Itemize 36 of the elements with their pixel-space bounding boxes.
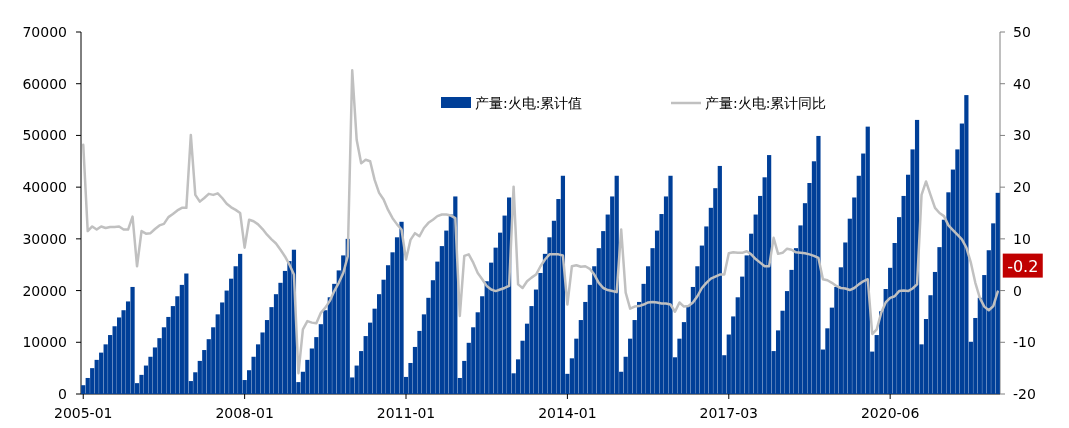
y2-tick-label: 40 — [1013, 75, 1031, 92]
y-tick-label: 20000 — [22, 282, 67, 299]
y-tick-label: 70000 — [22, 24, 67, 40]
x-tick-label: 2014-01 — [538, 405, 597, 421]
x-tick-label: 2020-06 — [860, 405, 920, 421]
legend-label: 产量:火电:累计同比 — [705, 95, 827, 111]
y-tick-label: 30000 — [22, 230, 67, 247]
x-tick-label: 2008-01 — [215, 405, 274, 421]
y-tick-label: 50000 — [22, 127, 67, 144]
line-series — [81, 69, 1000, 375]
y2-tick-label: 10 — [1013, 230, 1031, 247]
y-tick-label: 60000 — [22, 75, 67, 92]
bar — [130, 286, 135, 394]
legend-label: 产量:火电:累计值 — [475, 95, 583, 111]
data-label: -0.2 — [1007, 256, 1039, 276]
y2-tick-label: 0 — [1013, 282, 1022, 299]
y-tick-label: 0 — [58, 386, 67, 402]
bar — [399, 221, 404, 394]
y2-tick-label: 30 — [1013, 127, 1031, 144]
bar — [668, 175, 673, 394]
bar — [238, 253, 243, 394]
bar — [816, 135, 821, 394]
y-tick-label: 10000 — [22, 334, 67, 351]
y2-tick-label: -10 — [1013, 334, 1036, 351]
x-tick-label: 2017-03 — [699, 405, 759, 421]
bar — [184, 273, 189, 394]
bar — [964, 95, 969, 394]
bar — [995, 192, 1000, 394]
x-tick-label: 2005-01 — [53, 405, 113, 421]
y2-tick-label: 20 — [1013, 179, 1031, 196]
y2-tick-label: 50 — [1013, 24, 1031, 40]
y-tick-label: 40000 — [22, 179, 67, 196]
x-tick-label: 2011-01 — [376, 405, 436, 421]
y2-tick-label: -20 — [1013, 386, 1036, 402]
bar — [717, 165, 722, 394]
bar — [767, 155, 772, 394]
